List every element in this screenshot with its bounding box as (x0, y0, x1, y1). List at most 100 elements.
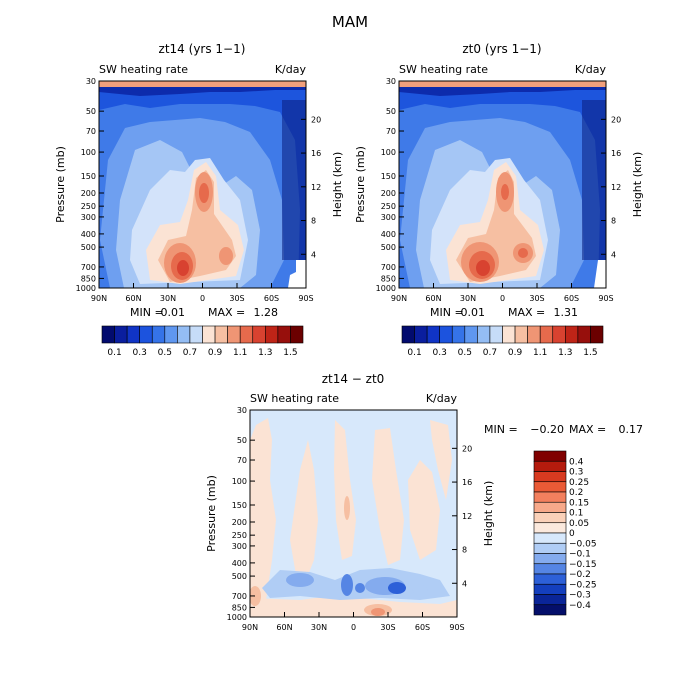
y2-tick-label: 20 (462, 444, 472, 453)
colorbar-label: 0.7 (483, 348, 497, 358)
colorbar-swatch (164, 325, 178, 344)
x-tick-label: 90S (298, 294, 313, 303)
colorbar-swatch (565, 325, 579, 344)
plot-field (250, 410, 457, 617)
colorbar-swatch (189, 325, 203, 344)
panel-subtitle-left: SW heating rate (99, 63, 188, 76)
colorbar-swatch (533, 491, 567, 503)
colorbar-swatch (533, 471, 567, 483)
max-label: MAX = (208, 306, 245, 319)
colorbar-label: 1.1 (533, 348, 547, 358)
y-tick-label: 70 (386, 127, 396, 136)
y-tick-label: 250 (232, 531, 247, 540)
max-label: MAX = (569, 423, 606, 436)
y2-tick-label: 8 (311, 217, 316, 226)
colorbar-swatch (126, 325, 140, 344)
y2-tick-label: 20 (311, 115, 321, 124)
x-tick-label: 30S (380, 623, 395, 632)
y-tick-label: 400 (232, 559, 247, 568)
colorbar-label: −0.05 (569, 539, 597, 549)
min-label: MIN = (430, 306, 464, 319)
positive-region-4 (372, 428, 404, 565)
panel-subtitle-right: K/day (575, 63, 607, 76)
colorbar-label: −0.1 (569, 550, 591, 560)
y-tick-label: 100 (381, 148, 396, 157)
y-tick-label: 150 (381, 172, 396, 181)
colorbar-swatch (290, 325, 304, 344)
y-tick-label: 850 (232, 603, 247, 612)
y2-tick-label: 12 (311, 183, 321, 192)
y2-tick-label: 4 (311, 250, 316, 259)
y-tick-label: 70 (86, 127, 96, 136)
figure-title: MAM (332, 13, 368, 31)
colorbar-label: 0.3 (433, 348, 447, 358)
y-tick-label: 500 (381, 243, 396, 252)
positive-region-6 (430, 420, 452, 500)
positive-core-d (250, 586, 261, 606)
y-tick-label: 250 (381, 202, 396, 211)
max-southern-core (518, 248, 528, 258)
colorbar-swatch (265, 325, 279, 344)
x-tick-label: 90N (91, 294, 107, 303)
colorbar-swatch (426, 325, 440, 344)
x-tick-label: 30N (160, 294, 176, 303)
x-tick-label: 60S (564, 294, 579, 303)
max-value: 1.31 (554, 306, 579, 319)
colorbar-swatch (477, 325, 491, 344)
y-tick-label: 850 (381, 274, 396, 283)
colorbar-swatch (539, 325, 554, 344)
y-tick-label: 700 (232, 592, 247, 601)
y-tick-label: 250 (81, 202, 96, 211)
y-tick-label: 100 (232, 477, 247, 486)
colorbar-label: 1.5 (583, 348, 597, 358)
min-value: −0.20 (530, 423, 564, 436)
colorbar-label: −0.15 (569, 560, 597, 570)
colorbar-swatch (151, 325, 166, 344)
colorbar-label: 0.3 (569, 468, 583, 478)
y-tick-label: 1000 (76, 284, 96, 293)
colorbar-label: −0.25 (569, 580, 597, 590)
y2-axis-title: Height (km) (331, 152, 344, 218)
y2-tick-label: 4 (611, 250, 616, 259)
y2-tick-label: 4 (462, 579, 467, 588)
y2-axis-title: Height (km) (631, 152, 644, 218)
x-tick-label: 30S (229, 294, 244, 303)
negative-core-f (412, 585, 428, 595)
polar-dark-column (282, 100, 306, 260)
x-tick-label: 90N (391, 294, 407, 303)
colorbar-swatch (533, 450, 567, 462)
x-tick-label: 60S (415, 623, 430, 632)
colorbar-label: −0.2 (569, 570, 591, 580)
max-southern (219, 247, 233, 265)
colorbar-swatch (114, 325, 128, 344)
y-axis-title: Pressure (mb) (54, 146, 67, 223)
panel-subtitle-right: K/day (275, 63, 307, 76)
y-tick-label: 200 (232, 518, 247, 527)
panel-zt0: zt0 (yrs 1−1) SW heating rate K/day 90N 6… (354, 42, 644, 358)
y2-tick-label: 12 (462, 512, 472, 521)
colorbar-swatch (533, 594, 567, 606)
min-label: MIN = (130, 306, 164, 319)
y-tick-label: 30 (386, 77, 396, 86)
colorbar-label: 0.9 (208, 348, 223, 358)
antarctic-block (288, 260, 306, 288)
colorbar-label: 1.1 (233, 348, 247, 358)
x-tick-label: 0 (351, 623, 356, 632)
panel-difference: zt14 − zt0 SW heating rate K/day 90N 60N (205, 372, 643, 632)
colorbar-label: 0.15 (569, 498, 589, 508)
upper-band (399, 81, 606, 87)
colorbar-swatch (590, 325, 604, 344)
colorbar-label: 0.5 (458, 348, 472, 358)
min-value: 0.01 (461, 306, 486, 319)
plot-field (399, 81, 606, 288)
panel-title: zt0 (yrs 1−1) (462, 42, 541, 56)
colorbar-swatch (533, 553, 567, 565)
negative-core-b (341, 574, 353, 596)
colorbar-label: 1.5 (283, 348, 297, 358)
panel-title: zt14 − zt0 (322, 372, 385, 386)
colorbar-label: −0.3 (569, 591, 591, 601)
colorbar-swatch (502, 325, 516, 344)
colorbar-swatch (577, 325, 591, 344)
positive-region-2 (290, 440, 318, 580)
colorbar-label: 0.1 (407, 348, 421, 358)
